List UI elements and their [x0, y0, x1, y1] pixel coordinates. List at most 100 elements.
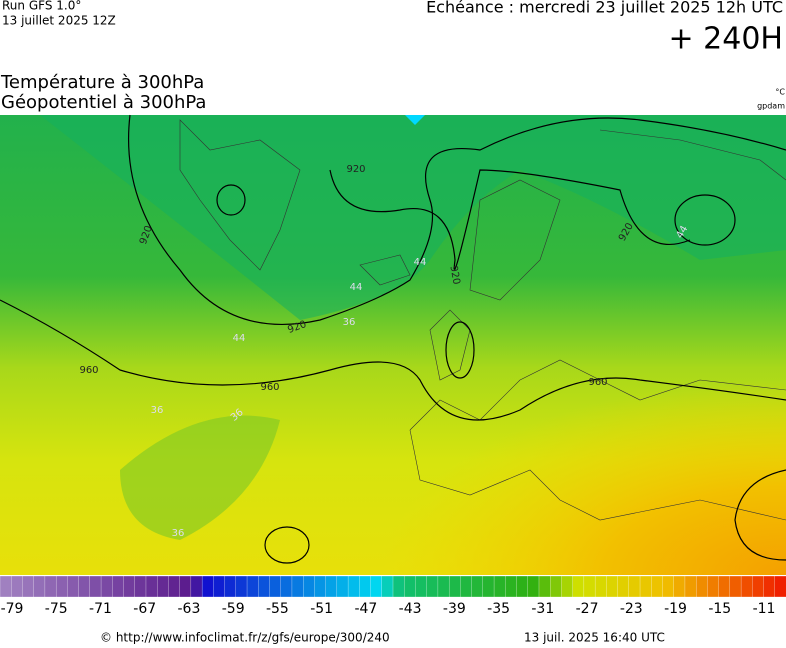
contour-label: 920 — [346, 164, 365, 175]
colorbar-swatch — [729, 575, 742, 598]
footer-url: © http://www.infoclimat.fr/z/gfs/europe/… — [100, 631, 390, 645]
warm-area — [380, 380, 786, 575]
colorbar-tick-label: -39 — [443, 601, 466, 617]
colorbar-tick-label: -55 — [266, 601, 289, 617]
contour-label: 36 — [343, 317, 356, 328]
colorbar: -79 -75 -71 -67 -63 -59 -55 -51 -47 -43 -39 -35 -31 -… — [0, 575, 786, 617]
colorbar-tick-label: -67 — [133, 601, 156, 617]
colorbar-swatch — [696, 575, 709, 598]
colorbar-tick-label: -79 — [1, 601, 24, 617]
colorbar-tick-label: -51 — [310, 601, 333, 617]
colorbar-swatch — [213, 575, 226, 598]
colorbar-swatch — [752, 575, 765, 598]
colorbar-swatch — [740, 575, 753, 598]
colorbar-swatch — [291, 575, 304, 598]
contour-label: 960 — [79, 365, 98, 376]
colorbar-swatch — [314, 575, 327, 598]
colorbar-swatch — [583, 575, 596, 598]
contour-label: 44 — [233, 333, 246, 344]
colorbar-swatch — [0, 575, 12, 598]
colorbar-swatch — [493, 575, 506, 598]
coastlines — [179, 119, 786, 521]
colorbar-swatch — [381, 575, 394, 598]
colorbar-swatch — [594, 575, 607, 598]
cool-patch — [120, 415, 280, 540]
colorbar-swatch — [550, 575, 563, 598]
colorbar-swatch — [303, 575, 316, 598]
colorbar-swatch — [123, 575, 136, 598]
colorbar-swatch — [538, 575, 551, 598]
colorbar-swatch — [448, 575, 462, 598]
colorbar-swatch — [628, 575, 641, 598]
colorbar-swatch — [325, 575, 338, 598]
colorbar-swatch — [370, 575, 383, 598]
colorbar-swatch — [707, 575, 720, 598]
colorbar-tick-label: -11 — [753, 601, 776, 617]
geopotential-contours — [0, 114, 786, 564]
lead-time: + 240H — [669, 22, 784, 57]
colorbar-swatch — [201, 575, 214, 598]
title-temp: Température à 300hPa — [0, 72, 204, 93]
colorbar-swatch — [639, 575, 652, 598]
colorbar-swatch — [235, 575, 248, 598]
cold-area — [40, 115, 786, 320]
colorbar-swatch — [168, 575, 181, 598]
colorbar-swatch — [269, 575, 282, 598]
colorbar-swatch — [190, 575, 203, 598]
contour-label: 960 — [588, 377, 607, 388]
map — [0, 114, 786, 575]
colorbar-swatch — [179, 575, 192, 598]
contour-label: 44 — [350, 282, 363, 293]
unit-temp: °C — [775, 88, 785, 97]
colorbar-swatch — [11, 575, 24, 598]
colorbar-swatch — [460, 575, 473, 598]
colorbar-swatch — [78, 575, 91, 598]
colorbar-swatch — [482, 575, 495, 598]
colorbar-tick-label: -71 — [89, 601, 112, 617]
colorbar-swatch — [572, 575, 585, 598]
colorbar-tick-label: -35 — [487, 601, 510, 617]
colorbar-swatch — [224, 575, 237, 598]
colorbar-swatch — [89, 575, 102, 598]
colorbar-swatch — [336, 575, 349, 598]
colorbar-tick-label: -27 — [576, 601, 599, 617]
colorbar-swatch — [359, 575, 372, 598]
colorbar-tick-label: -43 — [399, 601, 422, 617]
unit-geo: gpdam — [757, 102, 785, 111]
colorbar-swatch — [157, 575, 170, 598]
colorbar-tick-label: -31 — [531, 601, 554, 617]
colorbar-swatch — [33, 575, 46, 598]
colorbar-swatch — [651, 575, 664, 598]
echeance: Echéance : mercredi 23 juillet 2025 12h … — [426, 0, 783, 17]
colorbar-tick-label: -15 — [708, 601, 731, 617]
colorbar-swatch — [22, 575, 35, 598]
title-geo: Géopotentiel à 300hPa — [1, 92, 206, 113]
colorbar-swatch — [505, 575, 518, 598]
colorbar-tick-label: -47 — [354, 601, 377, 617]
colorbar-swatch — [404, 575, 417, 598]
colorbar-swatch — [516, 575, 529, 598]
colorbar-swatch — [44, 575, 57, 598]
colorbar-tick-label: -63 — [178, 601, 201, 617]
colorbar-swatch — [426, 575, 439, 598]
colorbar-swatch — [280, 575, 293, 598]
colorbar-swatch — [112, 575, 125, 598]
colorbar-swatch — [662, 575, 675, 598]
colorbar-swatch — [561, 575, 574, 598]
colorbar-swatch — [471, 575, 484, 598]
colorbar-swatch — [347, 575, 360, 598]
run-date: 13 juillet 2025 12Z — [2, 14, 116, 28]
contour-label: 36 — [172, 528, 185, 539]
contour-label: 44 — [414, 257, 427, 268]
run-label: Run GFS 1.0° — [2, 0, 81, 13]
contour-label: 960 — [260, 382, 279, 393]
cold-spot — [405, 115, 425, 125]
footer-stamp: 13 juil. 2025 16:40 UTC — [524, 631, 665, 645]
colorbar-swatch — [718, 575, 731, 598]
colorbar-swatch — [258, 575, 271, 598]
colorbar-swatch — [392, 575, 405, 598]
colorbar-swatch — [145, 575, 158, 598]
colorbar-swatch — [415, 575, 428, 598]
colorbar-swatch — [100, 575, 113, 598]
